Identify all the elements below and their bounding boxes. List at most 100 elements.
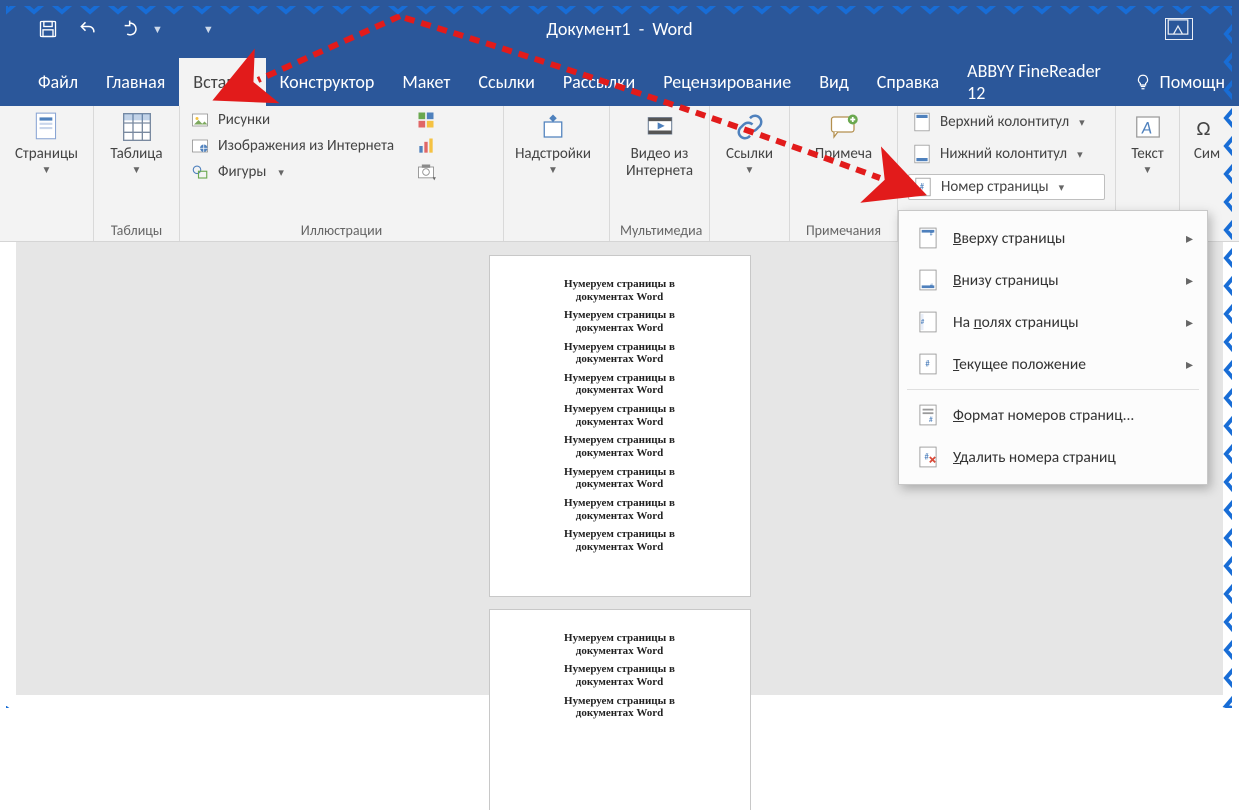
shapes-button[interactable]: Фигуры▾ [190, 162, 394, 182]
document-paragraph: Нумеруем страницы вдокументах Word [520, 278, 720, 303]
footer-icon [912, 144, 932, 164]
menu-icon: # [917, 311, 939, 333]
comment-button[interactable]: Примеча [800, 110, 887, 163]
tell-me[interactable]: Помощн [1120, 58, 1239, 106]
tab-abbyy[interactable]: ABBYY FineReader 12 [953, 58, 1119, 106]
qat-dropdown-icon[interactable]: ▼ [152, 23, 163, 36]
group-links: Ссылки ▼ [710, 106, 790, 241]
menu-item[interactable]: #На полях страницы▸ [899, 301, 1207, 343]
menu-icon: # [917, 404, 939, 426]
svg-text:#: # [929, 415, 933, 425]
links-button[interactable]: Ссылки ▼ [720, 110, 779, 176]
svg-text:#: # [924, 452, 929, 463]
tab-help[interactable]: Справка [863, 58, 953, 106]
title-bar: ▼ ▼ Документ1 - Word [0, 0, 1239, 58]
tab-review[interactable]: Рецензирование [649, 58, 805, 106]
document-paragraph: Нумеруем страницы вдокументах Word [520, 434, 720, 459]
svg-text:A: A [1140, 116, 1151, 138]
document-paragraph: Нумеруем страницы вдокументах Word [520, 372, 720, 397]
ribbon-display-options-icon[interactable] [1165, 18, 1193, 40]
menu-icon: # [917, 269, 939, 291]
document-paragraph: Нумеруем страницы вдокументах Word [520, 497, 720, 522]
video-icon [643, 110, 677, 144]
symbols-button[interactable]: Ω Сим [1190, 110, 1224, 163]
save-icon[interactable] [38, 19, 58, 39]
group-tables: Таблица ▼ Таблицы [94, 106, 180, 241]
group-label-tables: Таблицы [104, 222, 169, 239]
menu-icon: # [917, 446, 939, 468]
menu-item[interactable]: #Формат номеров страниц... [899, 394, 1207, 436]
tab-insert[interactable]: Вставка [179, 58, 265, 106]
svg-text:#: # [920, 182, 925, 192]
group-pages: Страницы ▼ [0, 106, 94, 241]
pictures-button[interactable]: Рисунки [190, 110, 394, 130]
svg-text:Ω: Ω [1197, 115, 1211, 141]
document-paragraph: Нумеруем страницы вдокументах Word [520, 632, 720, 657]
page-number-menu: #Вверху страницы▸#Внизу страницы▸#На пол… [898, 210, 1208, 485]
menu-separator [907, 389, 1199, 390]
document-paragraph: Нумеруем страницы вдокументах Word [520, 663, 720, 688]
tab-file[interactable]: Файл [24, 58, 92, 106]
page-icon [30, 110, 64, 144]
group-addins: Надстройки ▼ [504, 106, 610, 241]
group-label-comments: Примечания [800, 222, 887, 239]
header-icon [912, 112, 932, 132]
ribbon-tab-strip: Файл Главная Вставка Конструктор Макет С… [0, 58, 1239, 106]
qat-more-icon[interactable]: ▼ [203, 23, 214, 36]
tab-mailings[interactable]: Рассылки [549, 58, 649, 106]
tab-references[interactable]: Ссылки [464, 58, 548, 106]
addins-icon [536, 110, 570, 144]
quick-access-toolbar: ▼ ▼ [38, 19, 214, 39]
undo-icon[interactable] [78, 19, 98, 39]
menu-icon: # [917, 353, 939, 375]
redo-icon[interactable] [118, 19, 138, 39]
screenshot-icon[interactable]: ▾ [416, 162, 436, 182]
page-number-button[interactable]: # Номер страницы▾ [908, 174, 1105, 200]
menu-item[interactable]: #Вверху страницы▸ [899, 217, 1207, 259]
document-paragraph: Нумеруем страницы вдокументах Word [520, 403, 720, 428]
svg-text:#: # [925, 359, 930, 370]
shapes-icon [190, 162, 210, 182]
symbol-icon: Ω [1190, 110, 1224, 144]
document-paragraph: Нумеруем страницы вдокументах Word [520, 528, 720, 553]
document-paragraph: Нумеруем страницы вдокументах Word [520, 341, 720, 366]
group-media: Видео из Интернета Мультимедиа [610, 106, 710, 241]
online-pictures-icon [190, 136, 210, 156]
svg-text:#: # [921, 317, 925, 326]
document-paragraph: Нумеруем страницы вдокументах Word [520, 695, 720, 720]
table-icon [120, 110, 154, 144]
online-video-button[interactable]: Видео из Интернета [620, 110, 699, 181]
text-button[interactable]: A Текст ▼ [1126, 110, 1169, 176]
document-paragraph: Нумеруем страницы вдокументах Word [520, 466, 720, 491]
link-icon [733, 110, 767, 144]
menu-icon: # [917, 227, 939, 249]
tab-layout[interactable]: Макет [388, 58, 464, 106]
table-button[interactable]: Таблица ▼ [104, 110, 169, 176]
textbox-icon: A [1131, 110, 1165, 144]
group-label-illustrations: Иллюстрации [190, 222, 493, 239]
comment-icon [827, 110, 861, 144]
menu-item[interactable]: #Удалить номера страниц [899, 436, 1207, 478]
document-page: Нумеруем страницы вдокументах Word Нумеру… [490, 610, 750, 810]
addins-button[interactable]: Надстройки ▼ [514, 110, 592, 176]
tab-view[interactable]: Вид [805, 58, 863, 106]
group-illustrations: Рисунки Изображения из Интернета Фигуры▾… [180, 106, 504, 241]
footer-button[interactable]: Нижний колонтитул▾ [908, 142, 1105, 166]
group-label-media: Мультимедиа [620, 222, 699, 239]
tab-home[interactable]: Главная [92, 58, 179, 106]
document-page: Нумеруем страницы вдокументах Word Нумеру… [490, 256, 750, 596]
menu-item[interactable]: #Текущее положение▸ [899, 343, 1207, 385]
pagenum-icon: # [913, 177, 933, 197]
document-paragraph: Нумеруем страницы вдокументах Word [520, 309, 720, 334]
tab-design[interactable]: Конструктор [266, 58, 389, 106]
menu-item[interactable]: #Внизу страницы▸ [899, 259, 1207, 301]
svg-text:▾: ▾ [433, 174, 436, 182]
pictures-icon [190, 110, 210, 130]
online-pictures-button[interactable]: Изображения из Интернета [190, 136, 394, 156]
header-button[interactable]: Верхний колонтитул▾ [908, 110, 1105, 134]
group-comments: Примеча Примечания [790, 106, 898, 241]
chart-icon[interactable] [416, 136, 436, 156]
lightbulb-icon [1134, 73, 1152, 91]
smartart-icon[interactable] [416, 110, 436, 130]
pages-button[interactable]: Страницы ▼ [10, 110, 83, 176]
